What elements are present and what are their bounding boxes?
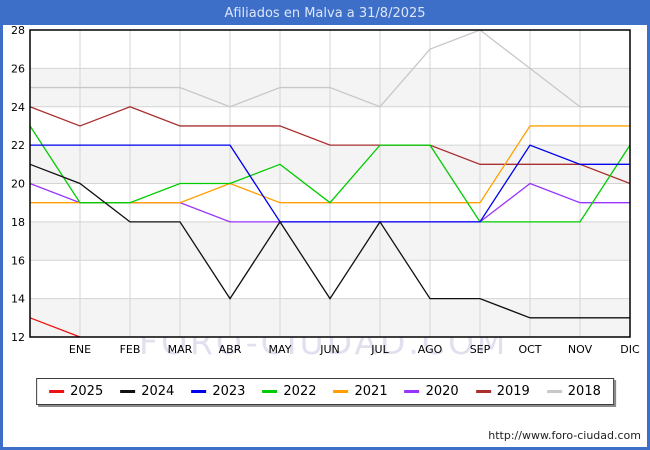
legend-item-2018: 2018 <box>546 384 601 399</box>
series-line-2025 <box>29 317 81 338</box>
series-line-2019 <box>29 106 631 185</box>
footer: http://www.foro-ciudad.com <box>488 429 641 442</box>
legend-label: 2020 <box>425 384 459 399</box>
x-tick-label: ENE <box>69 343 91 356</box>
series-line-2023 <box>30 144 630 223</box>
page-title: Afiliados en Malva a 31/8/2025 <box>3 3 647 25</box>
x-tick-label: DIC <box>620 343 640 356</box>
legend-item-2021: 2021 <box>333 384 388 399</box>
x-tick-label: ABR <box>219 343 242 356</box>
legend-label: 2021 <box>354 384 388 399</box>
y-tick-label: 14 <box>11 293 25 306</box>
legend-item-2023: 2023 <box>191 384 245 399</box>
y-tick-label: 18 <box>11 216 25 229</box>
x-tick-label: MAY <box>269 343 292 356</box>
y-tick-label: 22 <box>11 139 25 152</box>
x-tick-label: FEB <box>120 343 141 356</box>
x-tick-label: MAR <box>168 343 193 356</box>
legend-color-dash <box>333 390 349 393</box>
legend-color-dash <box>262 390 278 393</box>
y-tick-label: 24 <box>11 101 25 114</box>
x-tick-label: JUL <box>370 343 389 356</box>
legend-color-dash <box>120 390 136 393</box>
x-tick-label: JUN <box>319 343 340 356</box>
series-line-2024 <box>29 163 630 319</box>
legend-label: 2023 <box>212 384 246 399</box>
y-tick-label: 20 <box>11 178 25 191</box>
legend-item-2024: 2024 <box>120 384 174 399</box>
series-line-2022 <box>29 125 631 223</box>
footer-link[interactable]: http://www.foro-ciudad.com <box>488 429 641 442</box>
legend-color-dash <box>404 390 420 393</box>
x-tick-label: NOV <box>568 343 593 356</box>
legend-label: 2022 <box>283 384 317 399</box>
legend-item-2019: 2019 <box>475 384 530 399</box>
series-line-2018 <box>30 29 630 108</box>
y-tick-label: 26 <box>11 62 25 75</box>
y-tick-label: 28 <box>11 24 25 37</box>
y-tick-label: 12 <box>11 331 25 344</box>
legend-color-dash <box>475 390 491 393</box>
legend-item-2020: 2020 <box>404 384 459 399</box>
legend-item-2022: 2022 <box>262 384 317 399</box>
legend-color-dash <box>49 390 65 393</box>
legend-item-2025: 2025 <box>49 384 103 399</box>
legend-label: 2025 <box>70 384 104 399</box>
x-tick-label: AGO <box>418 343 443 356</box>
legend: 2025 2024 2023 2022 2021 2020 2019 2018 <box>36 378 614 405</box>
legend-label: 2024 <box>141 384 175 399</box>
plot-border <box>29 29 631 338</box>
y-tick-label: 16 <box>11 254 25 267</box>
legend-label: 2018 <box>567 384 601 399</box>
legend-color-dash <box>191 390 207 393</box>
x-tick-label: SEP <box>470 343 491 356</box>
x-tick-label: OCT <box>518 343 541 356</box>
legend-color-dash <box>546 390 562 393</box>
legend-label: 2019 <box>496 384 530 399</box>
line-chart: 12 14 16 18 20 22 24 26 28 ENE FEB MAR ABR MAY JUN JUL A… <box>11 24 640 356</box>
